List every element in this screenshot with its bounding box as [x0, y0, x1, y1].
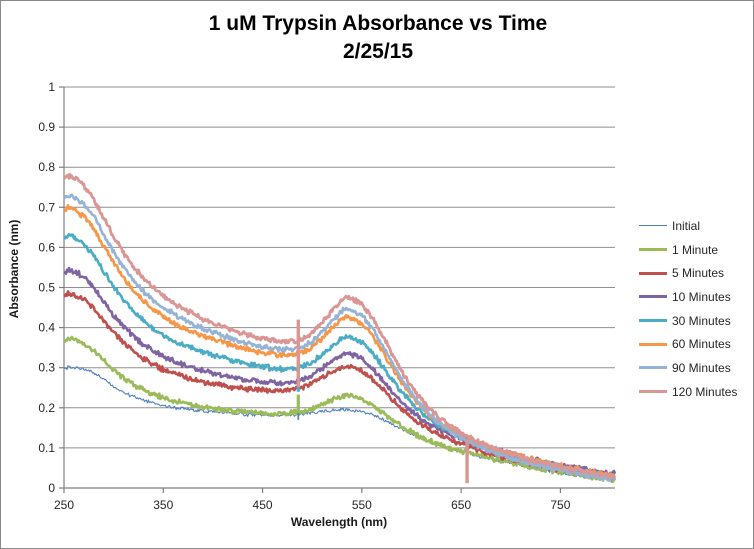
chart-title: 1 uM Trypsin Absorbance vs Time 2/25/15	[1, 10, 753, 66]
y-tick-label: 1	[48, 80, 55, 94]
legend-item-60-minutes: 60 Minutes	[639, 332, 751, 356]
tick-labels: 0 0.1 0.2 0.3 0.4 0.5 0.6 0.7 0.8 0.9 1 250 350 450 55…	[38, 80, 570, 512]
legend-line-sample	[639, 342, 667, 346]
chart-title-line2: 2/25/15	[342, 40, 414, 63]
legend-item-10-minutes: 10 Minutes	[639, 285, 751, 309]
legend-item-120-minutes: 120 Minutes	[639, 380, 751, 404]
legend-item-5-minutes: 5 Minutes	[639, 261, 751, 285]
legend-item-label: 5 Minutes	[672, 266, 725, 281]
x-tick-label: 550	[352, 498, 372, 512]
legend-line-sample	[639, 225, 667, 227]
legend-item-label: 60 Minutes	[672, 337, 731, 352]
legend-item-label: 1 Minute	[672, 242, 719, 257]
series-line-90-minutes	[63, 193, 617, 483]
legend-item-label: 10 Minutes	[672, 289, 731, 304]
series-line-1-minute	[63, 335, 616, 484]
legend-item-label: 30 Minutes	[672, 313, 731, 328]
gridlines	[64, 86, 615, 449]
y-tick-label: 0.3	[38, 361, 55, 375]
y-tick-label: 0.1	[38, 441, 55, 455]
legend-line-sample	[639, 248, 667, 252]
series-line-10-minutes	[63, 266, 617, 478]
legend: Initial 1 Minute 5 Minutes 10 Minutes 30 Min…	[639, 214, 751, 404]
legend-line-sample	[639, 319, 667, 323]
y-tick-label: 0.9	[38, 120, 55, 134]
x-tick-label: 450	[253, 498, 273, 512]
y-tick-label: 0.4	[38, 321, 55, 335]
axes	[59, 86, 615, 493]
y-tick-label: 0.6	[38, 240, 55, 254]
x-tick-label: 250	[54, 498, 74, 512]
y-tick-label: 0.7	[38, 200, 55, 214]
y-tick-label: 0.2	[38, 401, 55, 415]
x-axis-title: Wavelength (nm)	[290, 515, 388, 529]
legend-item-label: Initial	[672, 218, 701, 233]
legend-item-30-minutes: 30 Minutes	[639, 309, 751, 333]
legend-line-sample	[639, 366, 667, 370]
x-tick-label: 750	[550, 498, 570, 512]
legend-line-sample	[639, 390, 667, 394]
y-tick-label: 0.8	[38, 160, 55, 174]
legend-item-initial: Initial	[639, 214, 751, 238]
x-tick-label: 350	[153, 498, 173, 512]
y-tick-label: 0	[48, 481, 55, 495]
legend-item-label: 90 Minutes	[672, 360, 731, 375]
series-line-120-minutes	[62, 172, 616, 480]
chart-title-line1: 1 uM Trypsin Absorbance vs Time	[208, 12, 548, 35]
legend-item-90-minutes: 90 Minutes	[639, 356, 751, 380]
legend-item-label: 120 Minutes	[672, 384, 738, 399]
legend-item-1-minute: 1 Minute	[639, 238, 751, 262]
x-tick-label: 650	[451, 498, 471, 512]
y-tick-label: 0.5	[38, 281, 55, 295]
legend-line-sample	[639, 295, 667, 299]
legend-line-sample	[639, 271, 667, 275]
